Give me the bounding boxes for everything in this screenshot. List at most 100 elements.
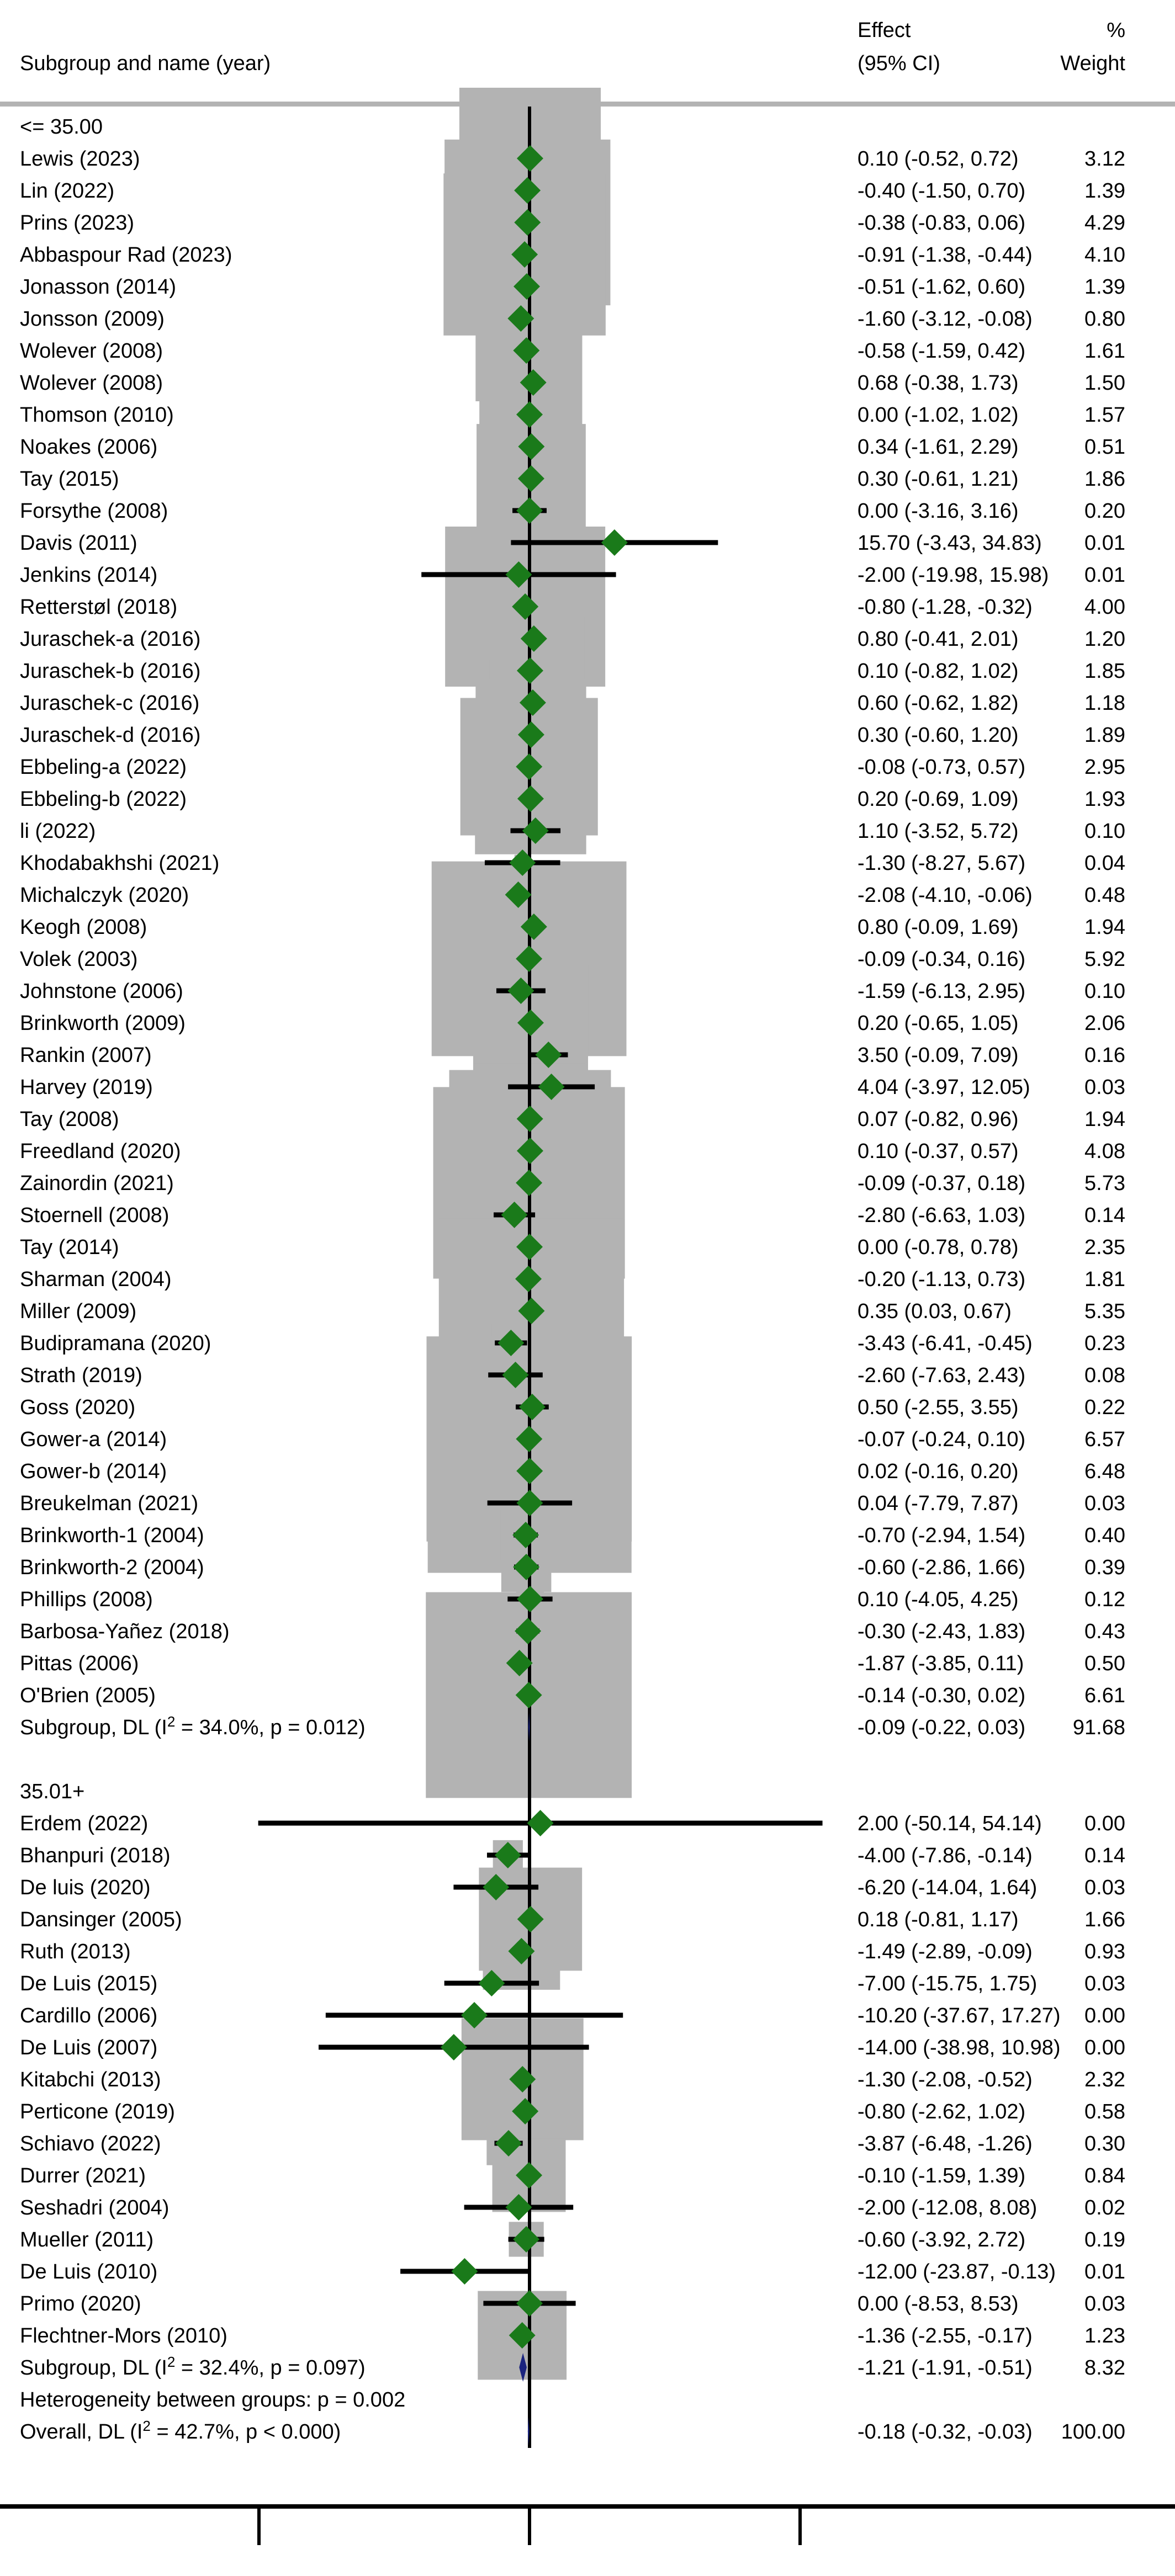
study-weight-text: 0.20: [1084, 500, 1125, 523]
study-weight-text: 0.22: [1084, 1396, 1125, 1419]
study-weight-text: 0.23: [1084, 1332, 1125, 1355]
study-ci-text: -14.00 (-38.98, 10.98): [858, 2036, 1061, 2059]
study-ci-text: 0.50 (-2.55, 3.55): [858, 1396, 1019, 1419]
subgroup-label: <= 35.00: [20, 115, 103, 139]
point-marker: [516, 1458, 543, 1484]
study-weight-text: 1.23: [1084, 2324, 1125, 2347]
point-marker: [514, 177, 541, 204]
study-label: Lin (2022): [20, 179, 114, 203]
study-ci-text: 0.68 (-0.38, 1.73): [858, 371, 1019, 395]
point-marker: [507, 305, 534, 332]
study-label: Juraschek-c (2016): [20, 692, 199, 715]
study-label: Ebbeling-a (2022): [20, 756, 187, 779]
study-label: Jonasson (2014): [20, 275, 176, 299]
point-marker: [522, 817, 549, 844]
study-ci-text: -2.80 (-6.63, 1.03): [858, 1204, 1025, 1227]
study-weight-text: 1.94: [1084, 1108, 1125, 1131]
study-weight-text: 0.84: [1084, 2164, 1125, 2187]
point-marker: [516, 1490, 543, 1516]
header-ci: (95% CI): [858, 52, 940, 75]
study-label: Durrer (2021): [20, 2164, 146, 2187]
study-ci-text: 0.00 (-8.53, 8.53): [858, 2292, 1019, 2315]
study-label: Sharman (2004): [20, 1268, 172, 1291]
study-weight-text: 2.06: [1084, 1012, 1125, 1035]
study-label: Stoernell (2008): [20, 1204, 169, 1227]
study-ci-text: 0.34 (-1.61, 2.29): [858, 435, 1019, 459]
study-label: Jenkins (2014): [20, 564, 157, 587]
point-marker: [516, 1106, 543, 1132]
study-weight-text: 2.95: [1084, 756, 1125, 779]
subgroup-ci-text: -1.21 (-1.91, -0.51): [858, 2356, 1033, 2380]
header-name: Subgroup and name (year): [20, 52, 271, 75]
point-marker: [497, 1330, 525, 1356]
subgroup-pooled-diamond: [519, 2353, 527, 2382]
point-marker: [516, 401, 543, 428]
study-label: Breukelman (2021): [20, 1492, 198, 1515]
header-effect: Effect: [858, 19, 911, 42]
study-label: Johnstone (2006): [20, 980, 183, 1003]
study-label: Khodabakhshi (2021): [20, 852, 219, 875]
study-weight-text: 0.51: [1084, 435, 1125, 459]
study-label: Forsythe (2008): [20, 500, 168, 523]
study-weight-text: 1.57: [1084, 403, 1125, 427]
point-marker: [516, 1170, 543, 1196]
study-label: Juraschek-b (2016): [20, 660, 200, 683]
study-weight-text: 1.18: [1084, 692, 1125, 715]
study-weight-text: 0.16: [1084, 1044, 1125, 1067]
point-marker: [535, 1042, 562, 1068]
study-weight-text: 2.32: [1084, 2068, 1125, 2091]
overall-pooled-diamond: [527, 2417, 530, 2446]
study-ci-text: -0.30 (-2.43, 1.83): [858, 1620, 1025, 1643]
study-label: Juraschek-a (2016): [20, 628, 200, 651]
subgroup-weight-text: 91.68: [1073, 1716, 1125, 1739]
study-ci-text: -4.00 (-7.86, -0.14): [858, 1844, 1033, 1867]
study-ci-text: -12.00 (-23.87, -0.13): [858, 2260, 1056, 2283]
study-label: Tay (2008): [20, 1108, 119, 1131]
study-ci-text: 0.20 (-0.65, 1.05): [858, 1012, 1019, 1035]
study-ci-text: 0.10 (-0.52, 0.72): [858, 147, 1019, 171]
point-marker: [513, 337, 540, 364]
point-marker: [517, 1010, 544, 1036]
study-weight-text: 4.08: [1084, 1140, 1125, 1163]
study-ci-text: -2.00 (-19.98, 15.98): [858, 564, 1049, 587]
study-weight-text: 0.00: [1084, 2036, 1125, 2059]
study-weight-text: 6.48: [1084, 1460, 1125, 1483]
study-ci-text: 0.10 (-4.05, 4.25): [858, 1588, 1019, 1611]
study-label: Erdem (2022): [20, 1812, 148, 1835]
point-marker: [519, 689, 546, 716]
study-ci-text: 0.35 (0.03, 0.67): [858, 1300, 1012, 1323]
study-ci-text: 0.60 (-0.62, 1.82): [858, 692, 1019, 715]
point-markers-layer: [440, 145, 628, 2446]
study-weight-text: 1.50: [1084, 371, 1125, 395]
point-marker: [505, 881, 532, 908]
point-marker: [601, 529, 628, 556]
study-weight-text: 0.80: [1084, 307, 1125, 331]
point-marker: [516, 753, 543, 780]
study-ci-text: 4.04 (-3.97, 12.05): [858, 1076, 1030, 1099]
study-ci-text: -1.30 (-2.08, -0.52): [858, 2068, 1033, 2091]
point-marker: [518, 1298, 545, 1324]
study-label: Ebbeling-b (2022): [20, 788, 187, 811]
study-weight-text: 0.03: [1084, 1876, 1125, 1899]
overall-summary-label: Overall, DL (I2 = 42.7%, p < 0.000): [20, 2418, 341, 2444]
study-weight-text: 0.03: [1084, 2292, 1125, 2315]
study-label: Dansinger (2005): [20, 1908, 182, 1931]
study-weight-text: 0.43: [1084, 1620, 1125, 1643]
study-weight-text: 0.50: [1084, 1652, 1125, 1675]
study-weight-text: 0.39: [1084, 1556, 1125, 1579]
point-marker: [451, 2258, 478, 2285]
point-marker: [514, 209, 541, 236]
study-ci-text: -0.08 (-0.73, 0.57): [858, 756, 1025, 779]
study-label: Wolever (2008): [20, 339, 163, 363]
point-marker: [461, 2002, 488, 2028]
study-weight-text: 0.14: [1084, 1844, 1125, 1867]
point-marker: [516, 657, 543, 684]
study-label: Barbosa-Yañez (2018): [20, 1620, 230, 1643]
study-ci-text: 15.70 (-3.43, 34.83): [858, 532, 1042, 555]
study-weight-text: 1.20: [1084, 628, 1125, 651]
study-label: Retterstøl (2018): [20, 596, 177, 619]
study-weight-text: 0.40: [1084, 1524, 1125, 1547]
study-weight-text: 1.89: [1084, 724, 1125, 747]
study-label: Jonsson (2009): [20, 307, 165, 331]
